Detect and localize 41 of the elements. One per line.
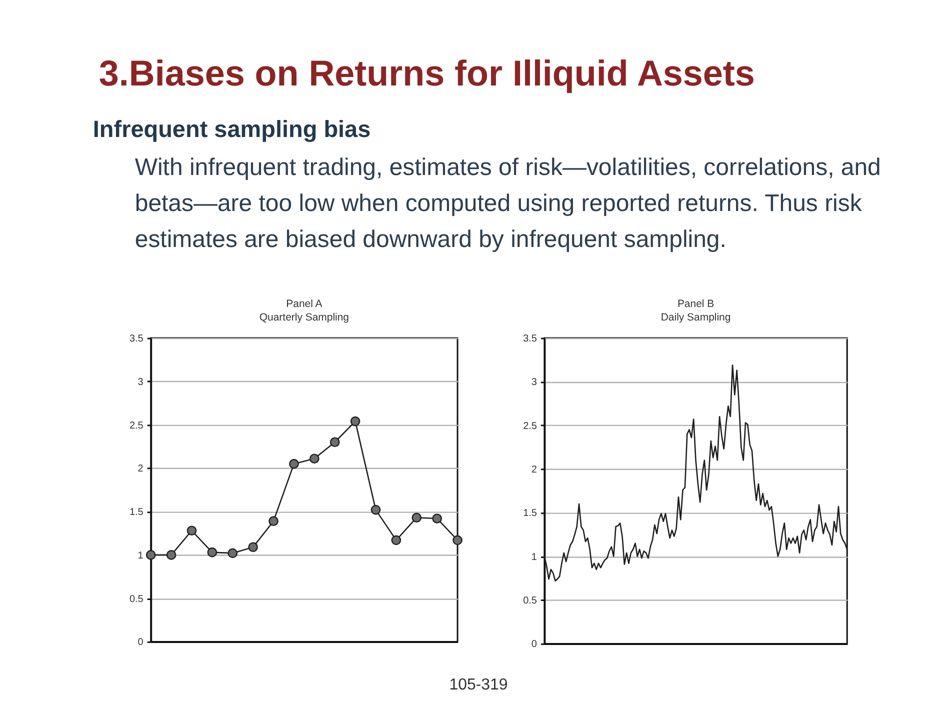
point <box>146 550 156 560</box>
point <box>248 542 258 552</box>
y-tick-label: 1.5 <box>129 507 144 518</box>
point <box>432 514 442 524</box>
point <box>330 437 340 448</box>
y-tick-label: 2 <box>138 464 144 475</box>
chart-subtitle: Daily Sampling <box>660 312 731 324</box>
y-tick-label: 0.5 <box>129 594 144 605</box>
point <box>391 535 402 546</box>
point <box>186 526 197 536</box>
chart-title: Panel A <box>286 299 322 310</box>
point <box>412 512 422 523</box>
y-tick-label: 2 <box>531 464 538 476</box>
y-tick-label: 1 <box>531 552 538 563</box>
y-tick-label: 1.5 <box>523 508 538 520</box>
text: 3.Biases on Returns for Illiquid Assets <box>98 52 755 94</box>
point <box>350 416 360 426</box>
y-tick-label: 3.5 <box>523 334 538 345</box>
point <box>452 535 462 546</box>
point <box>207 547 218 558</box>
chart-subtitle: Quarterly Sampling <box>259 312 350 324</box>
line-series <box>544 364 848 582</box>
point <box>166 550 176 560</box>
y-tick-label: 3 <box>138 376 144 388</box>
y-tick-label: 0 <box>531 639 538 650</box>
text: 105-319 <box>449 676 508 694</box>
y-tick-label: 0.5 <box>523 596 538 607</box>
y-tick-label: 1 <box>138 550 144 562</box>
point <box>370 504 381 515</box>
point <box>268 516 278 526</box>
y-tick-label: 3.5 <box>129 334 144 345</box>
chart-title: Panel B <box>677 299 714 310</box>
y-tick-label: 2.5 <box>523 420 538 432</box>
text: With infrequent trading, estimates of risk—volatilities, correlations, and betas—are too low when computed using reported returns. Thus risk estimates are biased downward by infrequent sampling. <box>134 154 881 254</box>
point <box>309 454 320 464</box>
y-tick-label: 3 <box>531 377 538 388</box>
text: Infrequent sampling bias <box>92 116 371 142</box>
y-tick-label: 2.5 <box>129 420 144 432</box>
point <box>289 458 299 469</box>
point <box>228 548 238 558</box>
y-tick-label: 0 <box>138 637 144 648</box>
